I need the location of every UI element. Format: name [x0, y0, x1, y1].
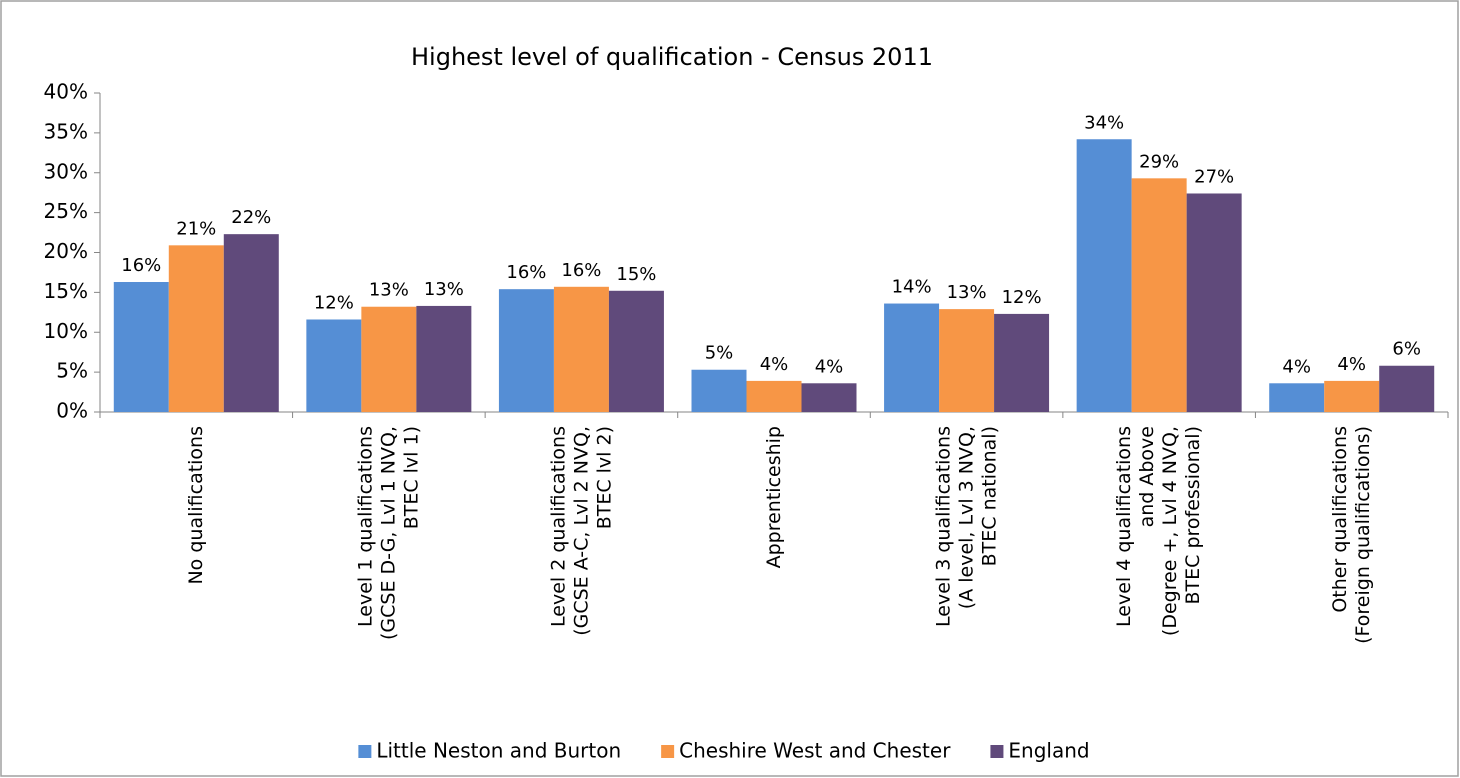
y-tick-label: 25%: [44, 199, 88, 223]
bar: [1324, 380, 1380, 412]
bar: [168, 245, 224, 412]
chart-title: Highest level of qualification - Census …: [411, 43, 933, 71]
legend-swatch: [990, 745, 1004, 758]
y-tick-label: 35%: [44, 119, 88, 143]
data-label: 12%: [1002, 287, 1042, 308]
bar: [1131, 178, 1187, 412]
x-tick-label: Apprenticeship: [762, 426, 785, 569]
x-tick-label: No qualifications: [184, 426, 207, 585]
bar: [746, 380, 802, 412]
x-tick-label: Level 1 qualifications (GCSE D-G, Lvl 1 …: [354, 426, 423, 640]
y-tick-label: 20%: [44, 239, 88, 263]
x-tick-label: Other qualifications (Foreign qualificat…: [1328, 426, 1374, 644]
data-label: 14%: [892, 277, 932, 298]
bar: [361, 306, 417, 412]
y-tick-label: 15%: [44, 279, 88, 303]
y-tick-label: 10%: [44, 319, 88, 343]
data-label: 13%: [947, 282, 987, 303]
data-label: 4%: [815, 356, 844, 377]
bar: [884, 303, 940, 412]
data-label: 5%: [705, 343, 734, 364]
bar: [1379, 365, 1435, 412]
bar: [416, 305, 472, 412]
data-label: 13%: [424, 279, 464, 300]
bar: [608, 290, 664, 412]
bar: [801, 383, 857, 412]
data-label: 4%: [1282, 356, 1311, 377]
bar: [553, 286, 609, 412]
bar: [223, 234, 279, 412]
bar: [691, 369, 747, 412]
x-tick-label: Level 3 qualifications (A level, Lvl 3 N…: [932, 426, 1001, 627]
data-label: 22%: [231, 207, 271, 228]
data-label: 34%: [1084, 112, 1124, 133]
y-tick-label: 40%: [44, 80, 88, 104]
data-label: 4%: [760, 354, 789, 375]
x-tick-label: Level 2 qualifications (GCSE A-C, Lvl 2 …: [546, 426, 615, 636]
bar: [306, 319, 362, 412]
legend-label: Cheshire West and Chester: [679, 739, 951, 763]
bar: [498, 289, 554, 412]
data-label: 12%: [314, 292, 354, 313]
y-tick-label: 5%: [56, 359, 88, 383]
bar: [1186, 193, 1242, 412]
data-label: 16%: [506, 262, 546, 283]
data-label: 13%: [369, 280, 409, 301]
data-label: 16%: [561, 260, 601, 281]
bar: [1269, 383, 1325, 412]
x-tick-label: Level 4 qualifications and Above (Degree…: [1113, 426, 1205, 637]
bar: [1076, 139, 1132, 412]
legend-swatch: [661, 745, 675, 758]
bar: [939, 309, 995, 412]
y-tick-label: 0%: [56, 399, 88, 423]
data-label: 16%: [121, 255, 161, 276]
data-label: 6%: [1392, 339, 1421, 360]
legend-swatch: [358, 745, 372, 758]
legend-label: England: [1008, 739, 1089, 763]
y-tick-label: 30%: [44, 159, 88, 183]
bar: [113, 282, 169, 412]
data-label: 21%: [176, 218, 216, 239]
data-label: 15%: [616, 264, 656, 285]
bar: [994, 313, 1050, 412]
data-label: 27%: [1194, 166, 1234, 187]
legend-label: Little Neston and Burton: [376, 739, 621, 763]
data-label: 4%: [1337, 354, 1366, 375]
data-label: 29%: [1139, 151, 1179, 172]
